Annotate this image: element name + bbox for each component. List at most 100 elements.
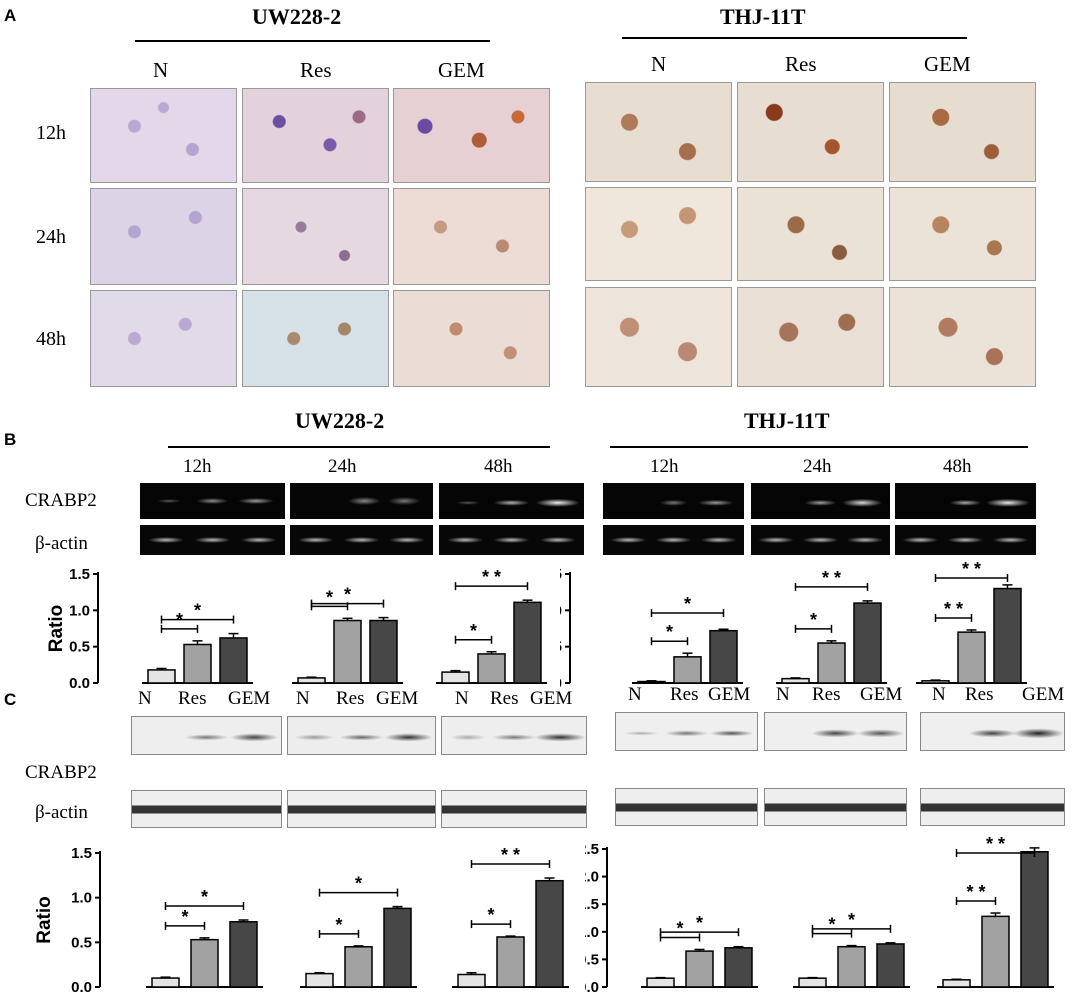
micrograph-thj-gem-24h [889, 187, 1036, 281]
panel-a-letter: A [4, 6, 17, 25]
chart-c-thj-sig-label: * * [966, 882, 985, 902]
panel-b-right-time-24h: 24h [803, 456, 832, 477]
chart-b-uw228-bar [219, 637, 248, 684]
chart-c-thj-ytick-label: 0.0 [585, 979, 599, 996]
chart-c-uw228-sig-label: * [201, 887, 208, 907]
chart-c-thj-sig-label: * [696, 913, 703, 933]
chart-c-thj-sig-label: * [676, 918, 683, 938]
panel-c-blot5-lane-gem: GEM [860, 684, 903, 705]
chart-c-uw228-bar [344, 946, 373, 988]
micrograph-uw228-n-12h [90, 88, 237, 183]
chart-b-thj-sig-label: * [684, 594, 691, 614]
chart-c-thj-bar [1020, 851, 1049, 988]
micrograph-uw228-res-12h [242, 88, 389, 183]
micrograph-thj-n-48h [585, 287, 732, 387]
panel-b-left-cell-line: UW228-2 [295, 408, 385, 433]
panel-a-row-12h: 12h [36, 122, 66, 144]
gel-actin-uw228-12h [140, 525, 285, 555]
chart-b-thj-ytick-label: 0.0 [560, 675, 562, 692]
panel-c-blot1-lane-gem: GEM [228, 688, 271, 709]
gel-crabp2-thj-12h [603, 483, 744, 519]
chart-b-thj-bar [709, 629, 738, 684]
panel-c-blot2-lane-n: N [296, 688, 310, 709]
micrograph-thj-res-48h [737, 287, 884, 387]
panel-a-left-col-res: Res [300, 58, 332, 82]
chart-c-thj-ytick-label: 1.5 [585, 896, 599, 913]
micrograph-uw228-res-24h [242, 188, 389, 285]
panel-a-right-col-n: N [651, 52, 667, 76]
micrograph-thj-res-12h [737, 82, 884, 182]
panel-c-blot5-lane-n: N [776, 684, 790, 705]
chart-b-thj-bar [673, 656, 702, 684]
chart-b-uw228-ytick-label: 1.5 [69, 566, 90, 583]
panel-b-right-time-12h: 12h [650, 456, 679, 477]
panel-c-letter: C [4, 690, 17, 709]
chart-c-uw228-ytick-label: 1.0 [71, 890, 92, 907]
chart-c-uw228-bar [305, 972, 334, 988]
chart-b-thj-sig-label: * [666, 622, 673, 642]
chart-c-uw228-bar [229, 921, 258, 988]
chart-c-uw228-bar [496, 936, 525, 988]
gel-actin-thj-12h [603, 525, 744, 555]
gel-crabp2-uw228-12h [140, 483, 285, 519]
chart-c-thj-ytick-label: 2.0 [585, 869, 599, 886]
panel-b-label-actin: β-actin [35, 533, 88, 554]
blot-actin-5 [764, 788, 907, 826]
panel-b-left-time-48h: 48h [484, 456, 513, 477]
panel-c-label-crabp2: CRABP2 [25, 762, 97, 783]
blot-crabp2-5 [764, 712, 907, 751]
chart-b-uw228-sig-label: * [326, 587, 333, 607]
chart-b-thj-sig-label: * [810, 610, 817, 630]
chart-c-thj-sig-label: * [848, 910, 855, 930]
chart-c-uw228-ylabel: Ratio [34, 896, 55, 944]
chart-c-thj-ytick-label: 1.0 [585, 924, 599, 941]
chart-b-uw228-sig-label: * [194, 601, 201, 621]
chart-c-uw228-bar [190, 938, 219, 988]
chart-c-uw228-bar [383, 907, 412, 988]
chart-b-thj-bar [637, 680, 666, 684]
chart-c-thj-bar [724, 947, 753, 988]
micrograph-thj-gem-12h [889, 82, 1036, 182]
panel-a-left-col-gem: GEM [438, 58, 485, 82]
blot-crabp2-3 [441, 716, 587, 755]
blot-actin-2 [287, 790, 436, 828]
chart-c-uw228-sig-label: * [335, 915, 342, 935]
chart-b-uw228-bar [333, 619, 362, 684]
chart-b-thj-ytick-label: 1.0 [560, 602, 562, 619]
gel-crabp2-uw228-24h [290, 483, 433, 519]
panel-a-right-cell-line: THJ-11T [720, 4, 806, 29]
chart-c-thj-sig-label: * [828, 915, 835, 935]
panel-a-right-col-res: Res [785, 52, 817, 76]
chart-b-uw228-ytick-label: 1.0 [69, 602, 90, 619]
gel-actin-uw228-48h [439, 525, 584, 555]
chart-c-thj: 0.0 0.5 1.0 1.5 2.0 2.5 * * * * * * * * [585, 835, 1054, 996]
panel-c-blot1-lane-res: Res [178, 688, 207, 709]
chart-c-thj-ytick-label: 2.5 [585, 841, 599, 858]
micrograph-uw228-gem-24h [393, 188, 550, 285]
chart-c-uw228-ytick-label: 0.5 [71, 934, 92, 951]
blot-actin-4 [615, 788, 758, 826]
chart-c-thj-sig-label: * * [986, 835, 1005, 854]
panel-c-blot3-lane-gem: GEM [530, 688, 573, 709]
panel-b-right-time-48h: 48h [943, 456, 972, 477]
gel-crabp2-thj-24h [751, 483, 890, 519]
chart-c-uw228-bar [457, 973, 486, 988]
chart-b-thj-bar [957, 631, 986, 684]
chart-b-thj-bar [781, 677, 810, 684]
panel-b-left-time-12h: 12h [183, 456, 212, 477]
chart-b-uw228-bar [477, 653, 506, 684]
chart-c-uw228-sig-label: * [355, 874, 362, 894]
chart-c-uw228-sig-label: * * [501, 845, 520, 865]
chart-b-uw228-bar [297, 677, 326, 684]
chart-b-uw228-bar [441, 671, 470, 684]
blot-crabp2-4 [615, 712, 758, 751]
chart-b-uw228-sig-label: * * [482, 567, 501, 587]
panel-c-blot5-lane-res: Res [812, 684, 841, 705]
panel-c-blot4-lane-n: N [628, 684, 642, 705]
micrograph-uw228-n-48h [90, 290, 237, 387]
micrograph-thj-gem-48h [889, 287, 1036, 387]
chart-c-thj-bar [942, 979, 971, 988]
panel-c-blot6-lane-n: N [932, 684, 946, 705]
chart-b-uw228-ytick-label: 0.5 [69, 639, 90, 656]
blot-actin-1 [131, 790, 282, 828]
